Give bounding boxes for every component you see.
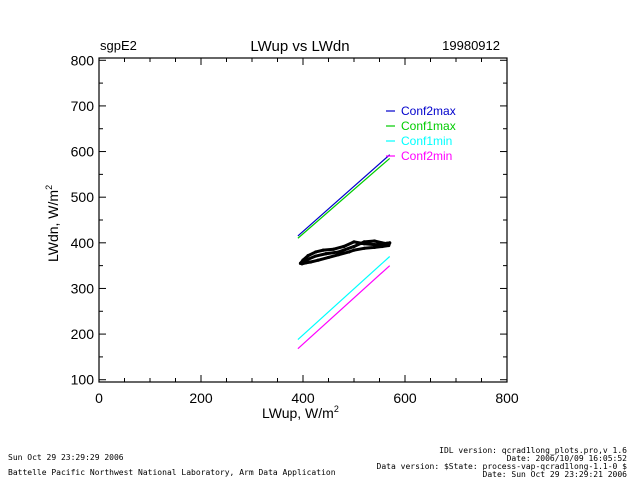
observation-point xyxy=(362,246,366,250)
observation-point xyxy=(326,255,331,260)
observation-point xyxy=(362,240,366,244)
footer-data-date: Date: Sun Oct 29 23:29:21 2006 xyxy=(483,470,628,479)
footer-timestamp: Sun Oct 29 23:29:29 2006 xyxy=(8,453,124,462)
observation-point xyxy=(314,250,318,254)
x-tick-label: 200 xyxy=(189,390,213,406)
x-tick-label: 0 xyxy=(95,390,103,406)
series-line-conf1max xyxy=(297,157,391,239)
footer-idl-date: Date: 2006/10/09 16:05:52 xyxy=(507,454,628,463)
observation-point xyxy=(380,244,384,249)
footer-idl-version: IDL version: qcrad1long_plots.pro,v 1.6 xyxy=(439,446,627,455)
observation-point xyxy=(352,244,356,249)
x-axis-ticks: 0 200 400 600 800 xyxy=(95,58,519,406)
chart-title: LWup vs LWdn xyxy=(250,38,349,55)
y-tick-label: 600 xyxy=(71,144,95,160)
observation-point xyxy=(306,253,310,258)
y-axis-label-sup: 2 xyxy=(44,185,54,190)
observation-point xyxy=(372,239,376,243)
observation-point xyxy=(301,258,305,262)
legend-label-conf2min: Conf2min xyxy=(401,149,452,163)
date-label: 19980912 xyxy=(442,38,500,53)
observation-point xyxy=(314,254,318,258)
y-tick-label: 700 xyxy=(71,98,95,114)
observation-point xyxy=(316,258,320,262)
y-axis-ticks: 100 200 300 400 500 600 700 800 xyxy=(71,52,507,388)
legend-label-conf1min: Conf1min xyxy=(401,134,452,148)
footer-data-version: Data version: $State: process-vap-qcrad1… xyxy=(377,462,628,471)
y-tick-label: 200 xyxy=(71,326,95,342)
legend-label-conf2max: Conf2max xyxy=(401,104,456,118)
observation-point xyxy=(347,250,351,254)
y-tick-label: 300 xyxy=(71,280,95,296)
observation-point xyxy=(372,245,376,249)
series-line-conf1min xyxy=(297,256,391,341)
series-line-conf2min xyxy=(297,265,391,350)
x-tick-label: 800 xyxy=(495,390,519,406)
x-tick-label: 400 xyxy=(291,390,315,406)
y-axis-label: LWdn, W/m2 xyxy=(44,185,61,262)
observation-point xyxy=(380,241,384,245)
series-lines xyxy=(297,154,391,350)
observation-point xyxy=(332,247,336,251)
observation-point xyxy=(388,241,392,245)
observation-point xyxy=(303,261,308,265)
y-tick-label: 400 xyxy=(71,235,95,251)
legend-label-conf1max: Conf1max xyxy=(401,119,456,133)
y-tick-label: 100 xyxy=(71,372,95,388)
observation-line xyxy=(299,239,392,266)
y-axis-label-text: LWdn, W/m xyxy=(45,190,61,262)
x-axis-label-sup: 2 xyxy=(334,404,339,414)
site-label: sgpE2 xyxy=(100,38,137,53)
observation-point xyxy=(337,250,341,254)
x-tick-label: 600 xyxy=(393,390,417,406)
series-line-conf2max xyxy=(297,154,391,237)
observation-point xyxy=(301,260,305,265)
x-axis-label: LWup, W/m2 xyxy=(262,404,339,421)
observation-point xyxy=(372,243,376,247)
observation-point xyxy=(385,242,389,246)
observation-point xyxy=(324,252,328,256)
observation-trace xyxy=(298,239,392,266)
observation-point xyxy=(352,248,356,252)
footer-credit: Battelle Pacific Northwest National Labo… xyxy=(8,468,336,477)
observation-point xyxy=(337,253,341,257)
x-axis-label-text: LWup, W/m xyxy=(262,405,334,421)
observation-point xyxy=(306,257,310,261)
observation-point xyxy=(342,244,346,249)
y-tick-label: 500 xyxy=(71,189,95,205)
y-tick-label: 800 xyxy=(71,52,95,68)
observation-point xyxy=(309,260,313,264)
observation-point xyxy=(321,248,325,252)
observation-point xyxy=(352,240,356,244)
